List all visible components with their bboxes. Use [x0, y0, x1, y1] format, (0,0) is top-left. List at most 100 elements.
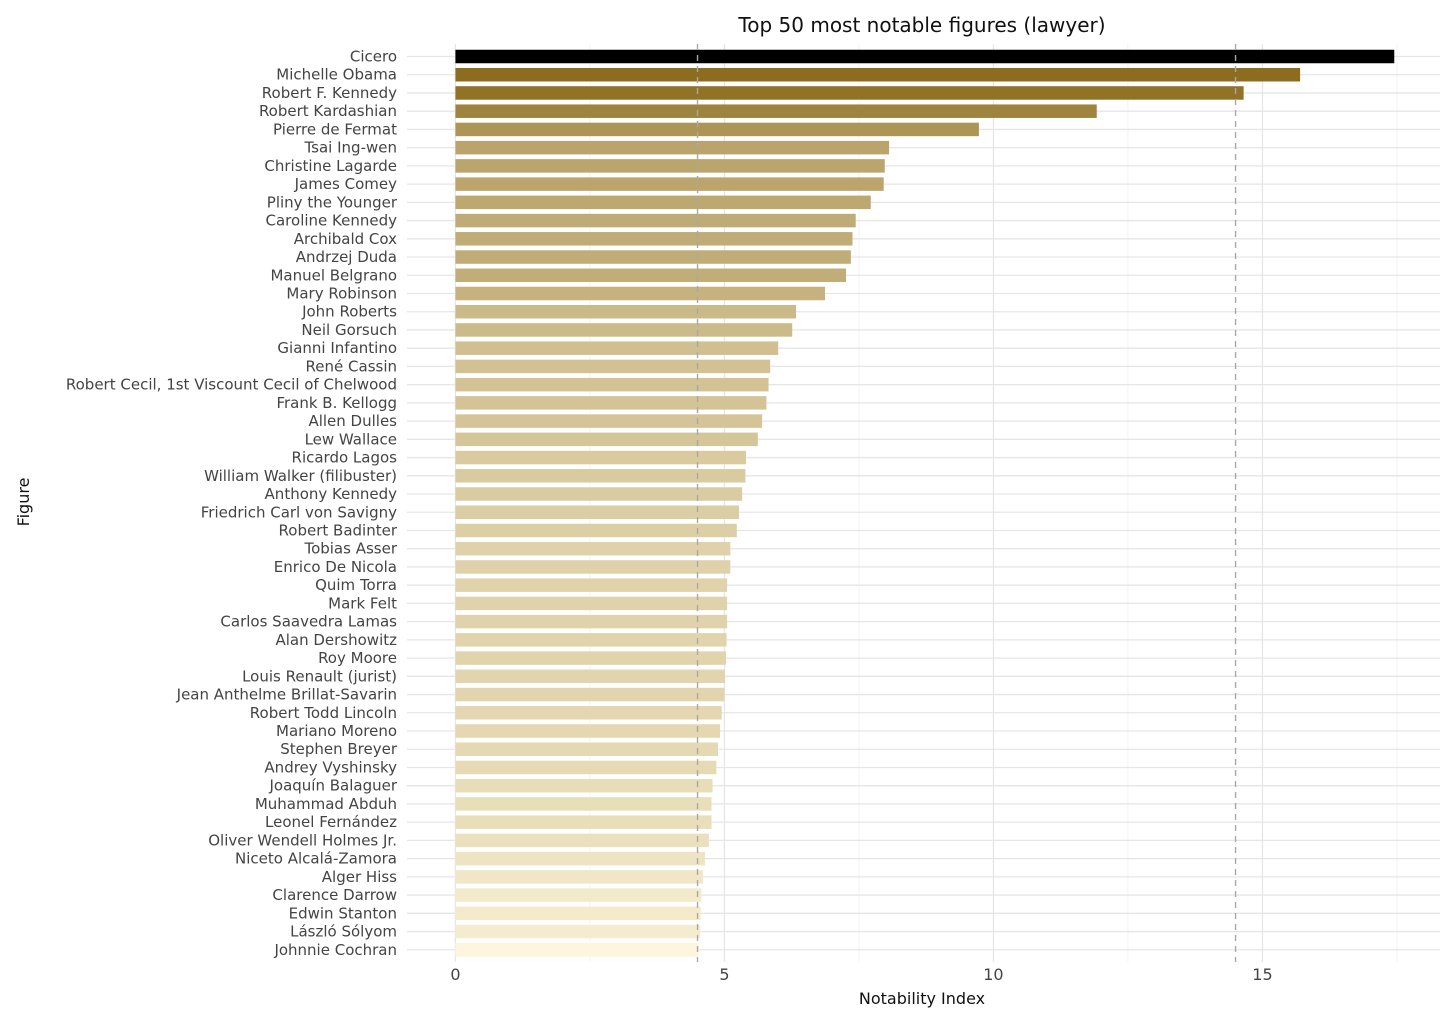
- bar: [455, 724, 721, 738]
- category-label: Caroline Kennedy: [266, 212, 398, 230]
- bar: [455, 159, 885, 173]
- x-tick-labels: 0 5 10 15: [450, 965, 1272, 984]
- category-label: Jean Anthelme Brillat-Savarin: [176, 686, 397, 704]
- bar: [455, 760, 717, 775]
- bar: [455, 523, 737, 538]
- bar: [455, 924, 701, 939]
- x-tick-label: 0: [450, 965, 460, 984]
- bar: [455, 815, 712, 829]
- category-label: Allen Dulles: [308, 412, 397, 430]
- bar: [455, 359, 771, 374]
- bar: [455, 706, 722, 720]
- bar: [455, 213, 856, 228]
- bar: [455, 742, 718, 756]
- bar: [455, 304, 796, 319]
- category-label: Frank B. Kellogg: [276, 394, 397, 412]
- bar: [455, 778, 713, 793]
- category-label: Neil Gorsuch: [301, 321, 397, 339]
- category-label: Mary Robinson: [286, 284, 397, 302]
- chart-title: Top 50 most notable figures (lawyer): [737, 13, 1105, 37]
- category-label: Clarence Darrow: [272, 886, 397, 904]
- bar: [455, 341, 779, 355]
- category-label: Alger Hiss: [322, 868, 397, 886]
- bar: [455, 177, 884, 191]
- reference-lines: [696, 44, 1237, 962]
- bar: [455, 487, 743, 501]
- bar: [455, 870, 703, 884]
- category-label: Andrey Vyshinsky: [264, 758, 397, 776]
- bar: [455, 396, 767, 410]
- bar: [455, 541, 731, 556]
- bar: [455, 232, 853, 246]
- bar: [455, 906, 701, 921]
- bar: [455, 633, 727, 647]
- bar: [455, 833, 709, 848]
- bar: [455, 67, 1301, 82]
- bar: [455, 195, 871, 210]
- bar: [455, 122, 979, 137]
- bar: [455, 286, 826, 301]
- y-axis-title: Figure: [14, 478, 33, 527]
- bar: [455, 578, 728, 592]
- category-label: Mariano Moreno: [276, 722, 397, 740]
- x-tick-label: 10: [983, 965, 1003, 984]
- category-label: Robert Badinter: [279, 521, 398, 539]
- category-label: René Cassin: [306, 357, 397, 375]
- category-label: Robert Cecil, 1st Viscount Cecil of Chel…: [66, 376, 397, 394]
- category-label: Leonel Fernández: [265, 813, 397, 831]
- category-label: Johnnie Cochran: [273, 941, 397, 959]
- bar: [455, 432, 758, 447]
- category-label: Friedrich Carl von Savigny: [201, 503, 397, 521]
- bar: [455, 851, 706, 866]
- x-tick-label: 5: [719, 965, 729, 984]
- category-label: Michelle Obama: [276, 66, 397, 84]
- bar: [455, 323, 793, 337]
- category-label: William Walker (filibuster): [204, 467, 397, 485]
- bar: [455, 250, 851, 264]
- category-label: Pliny the Younger: [267, 193, 398, 211]
- bar: [455, 104, 1097, 118]
- bar: [455, 140, 890, 155]
- category-label: Edwin Stanton: [289, 904, 397, 922]
- category-label: Cicero: [350, 48, 397, 66]
- bar: [455, 888, 702, 902]
- category-label: Tobias Asser: [303, 540, 397, 558]
- bar: [455, 414, 763, 428]
- category-label: Robert F. Kennedy: [262, 84, 397, 102]
- category-label: Ricardo Lagos: [292, 449, 398, 467]
- bar: [455, 943, 699, 957]
- category-label: Lew Wallace: [305, 430, 397, 448]
- category-label: Mark Felt: [328, 594, 397, 612]
- bar: [455, 687, 725, 702]
- category-label: Joaquín Balaguer: [268, 777, 397, 795]
- category-label: Stephen Breyer: [280, 740, 398, 758]
- category-label: Pierre de Fermat: [273, 120, 397, 138]
- category-label: Anthony Kennedy: [265, 485, 398, 503]
- category-label: Andrzej Duda: [296, 248, 397, 266]
- bar: [455, 651, 727, 665]
- bar: [455, 596, 728, 611]
- category-label: Robert Kardashian: [259, 102, 397, 120]
- bar: [455, 450, 746, 465]
- category-label: Christine Lagarde: [264, 157, 397, 175]
- category-label: Gianni Infantino: [277, 339, 397, 357]
- category-label: Oliver Wendell Holmes Jr.: [208, 831, 397, 849]
- bar: [455, 505, 739, 519]
- category-label: Robert Todd Lincoln: [250, 704, 397, 722]
- category-label: Carlos Saavedra Lamas: [220, 613, 397, 631]
- bars: [455, 49, 1395, 957]
- category-label: Quim Torra: [315, 576, 397, 594]
- x-axis-title: Notability Index: [859, 989, 985, 1008]
- category-label: Enrico De Nicola: [274, 558, 397, 576]
- bar: [455, 614, 728, 629]
- bar: [455, 669, 725, 684]
- category-label: Louis Renault (jurist): [242, 667, 397, 685]
- bar: [455, 469, 746, 483]
- bar: [455, 797, 712, 811]
- category-label: Alan Dershowitz: [275, 631, 397, 649]
- bar: [455, 560, 731, 574]
- category-label: John Roberts: [301, 303, 397, 321]
- bar: [455, 268, 847, 283]
